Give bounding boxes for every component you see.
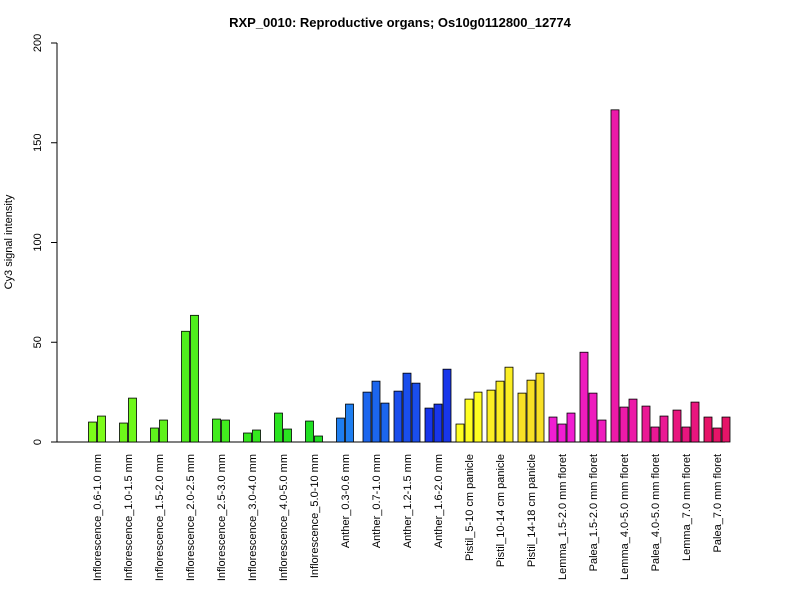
bar — [703, 416, 713, 443]
x-tick-label: Inflorescence_2.0-2.5 mm — [185, 454, 197, 581]
x-tick-label: Inflorescence_2.5-3.0 mm — [216, 454, 228, 581]
bar — [535, 372, 545, 443]
bar — [659, 415, 669, 443]
bar — [628, 398, 638, 443]
bar — [393, 390, 403, 443]
bar — [610, 109, 620, 443]
x-tick-labels: Inflorescence_0.6-1.0 mm Inflorescence_1.… — [92, 454, 724, 581]
bar — [380, 402, 390, 443]
bar — [579, 351, 589, 443]
bar — [243, 432, 252, 443]
bar — [557, 423, 567, 443]
x-tick-label: Lemma_1.5-2.0 mm floret — [557, 454, 569, 580]
bar — [305, 420, 314, 443]
bar — [495, 380, 505, 443]
x-tick-label: Inflorescence_1.0-1.5 mm — [123, 454, 135, 581]
bar — [212, 418, 221, 443]
bar — [362, 391, 372, 443]
bar — [588, 392, 598, 443]
x-tick-label: Anther_0.7-1.0 mm — [371, 454, 383, 548]
bar — [336, 417, 345, 443]
y-tick-label: 50 — [32, 336, 44, 348]
bar — [150, 427, 159, 443]
x-tick-label: Pistil_14-18 cm panicle — [526, 454, 538, 567]
bar — [619, 406, 629, 443]
x-tick-label: Palea_1.5-2.0 mm floret — [588, 454, 600, 571]
y-tick-label: 100 — [32, 233, 44, 251]
bar — [314, 435, 323, 443]
bar — [681, 426, 691, 443]
bar — [486, 389, 496, 443]
bar — [455, 423, 465, 443]
chart-title: RXP_0010: Reproductive organs; Os10g0112… — [229, 15, 572, 30]
bar — [721, 416, 731, 443]
bar — [88, 421, 97, 443]
bar — [517, 392, 527, 443]
x-tick-label: Inflorescence_4.0-5.0 mm — [278, 454, 290, 581]
bar — [690, 401, 700, 443]
bar — [345, 403, 354, 443]
bar — [442, 368, 452, 443]
bar — [119, 422, 128, 443]
bar — [252, 429, 261, 443]
bar — [411, 382, 421, 443]
x-tick-label: Lemma_7.0 mm floret — [681, 454, 693, 561]
x-tick-label: Anther_1.6-2.0 mm — [433, 454, 445, 548]
bar — [402, 372, 412, 443]
bar — [97, 415, 106, 443]
bar — [181, 330, 190, 443]
y-tick-label: 150 — [32, 134, 44, 152]
bar — [424, 407, 434, 443]
x-tick-label: Inflorescence_5.0-10 mm — [309, 454, 321, 578]
bar — [650, 426, 660, 443]
bar — [283, 428, 292, 443]
bar — [473, 391, 483, 443]
bar — [128, 397, 137, 443]
bar — [712, 427, 722, 443]
bar — [274, 412, 283, 443]
x-tick-label: Palea_4.0-5.0 mm floret — [650, 454, 662, 571]
bar — [504, 366, 514, 443]
bar — [159, 419, 168, 443]
bar — [464, 398, 474, 443]
bar — [433, 403, 443, 443]
x-tick-label: Anther_0.3-0.6 mm — [340, 454, 352, 548]
x-tick-label: Inflorescence_0.6-1.0 mm — [92, 454, 104, 581]
bar — [526, 379, 536, 443]
x-tick-label: Palea_7.0 mm floret — [712, 454, 724, 552]
x-tick-label: Inflorescence_1.5-2.0 mm — [154, 454, 166, 581]
x-tick-label: Anther_1.2-1.5 mm — [402, 454, 414, 548]
bar — [190, 314, 199, 443]
y-axis-label: Cy3 signal intensity — [3, 194, 15, 289]
bar — [597, 419, 607, 443]
x-tick-label: Lemma_4.0-5.0 mm floret — [619, 454, 631, 580]
y-tick-label: 0 — [32, 439, 44, 445]
bar — [672, 409, 682, 443]
y-tick-label: 200 — [32, 34, 44, 52]
bars — [88, 109, 731, 443]
bar — [566, 412, 576, 443]
bar — [221, 419, 230, 443]
x-tick-label: Inflorescence_3.0-4.0 mm — [247, 454, 259, 581]
bar — [371, 380, 381, 443]
x-tick-label: Pistil_10-14 cm panicle — [495, 454, 507, 567]
bar — [641, 405, 651, 443]
x-tick-label: Pistil_5-10 cm panicle — [464, 454, 476, 561]
bar — [548, 416, 558, 443]
y-axis: 0 50 100 150 200 — [32, 34, 58, 445]
